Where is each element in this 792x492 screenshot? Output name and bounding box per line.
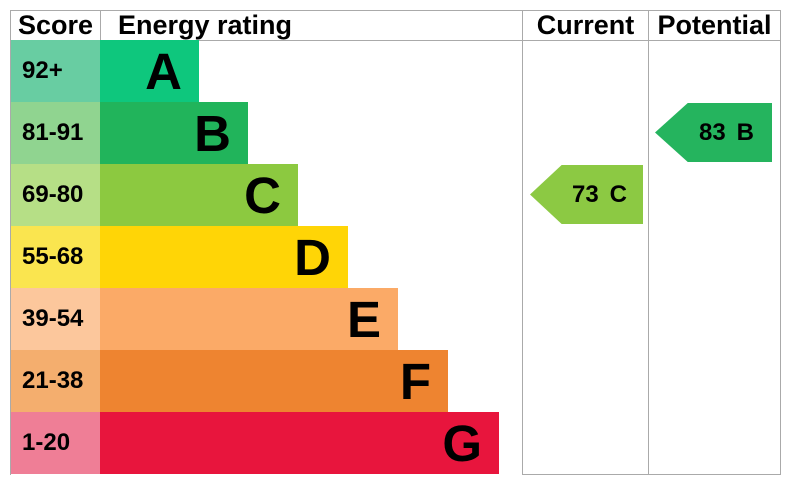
current-rating-arrow: 73 C <box>530 165 643 224</box>
table-right-border <box>780 10 781 475</box>
energy-rating-column-header: Energy rating <box>118 10 293 40</box>
score-cell: 55-68 <box>11 226 100 288</box>
potential-column-divider <box>648 10 649 475</box>
band-bar: C <box>100 164 298 226</box>
band-row: 92+ A <box>11 40 199 102</box>
current-rating-label: 73 C <box>571 180 628 208</box>
score-cell: 69-80 <box>11 164 100 226</box>
table-top-border <box>10 10 781 11</box>
band-letter: G <box>442 414 482 472</box>
band-row: 55-68 D <box>11 226 348 288</box>
band-bar: B <box>100 102 248 164</box>
potential-rating-band: B <box>736 118 755 146</box>
table-left-border <box>10 10 11 475</box>
band-letter: C <box>244 166 281 224</box>
band-bar: D <box>100 226 348 288</box>
band-letter: A <box>145 42 182 100</box>
potential-rating-score: 83 <box>698 118 726 146</box>
current-rating-score: 73 <box>571 180 599 208</box>
band-letter: F <box>399 352 431 410</box>
score-column-divider <box>100 10 101 40</box>
table-bottom-border <box>522 474 781 475</box>
band-bar: F <box>100 350 448 412</box>
current-rating-band: C <box>609 180 628 208</box>
score-cell: 92+ <box>11 40 100 102</box>
current-column-header: Current <box>536 10 635 40</box>
current-column-divider <box>522 10 523 475</box>
potential-rating-arrow: 83 B <box>655 103 772 162</box>
band-letter: B <box>194 104 231 162</box>
score-cell: 1-20 <box>11 412 100 474</box>
band-row: 39-54 E <box>11 288 398 350</box>
score-cell: 21-38 <box>11 350 100 412</box>
band-row: 21-38 F <box>11 350 448 412</box>
band-letter: E <box>346 290 381 348</box>
score-cell: 39-54 <box>11 288 100 350</box>
band-row: 1-20 G <box>11 412 499 474</box>
band-row: 69-80 C <box>11 164 298 226</box>
band-bar: G <box>100 412 499 474</box>
potential-rating-label: 83 B <box>698 118 755 146</box>
band-letter: D <box>294 228 331 286</box>
band-bar: A <box>100 40 199 102</box>
score-cell: 81-91 <box>11 102 100 164</box>
band-row: 81-91 B <box>11 102 248 164</box>
potential-column-header: Potential <box>657 10 772 40</box>
band-bar: E <box>100 288 398 350</box>
score-column-header: Score <box>17 10 94 40</box>
header-bottom-border <box>10 40 781 41</box>
